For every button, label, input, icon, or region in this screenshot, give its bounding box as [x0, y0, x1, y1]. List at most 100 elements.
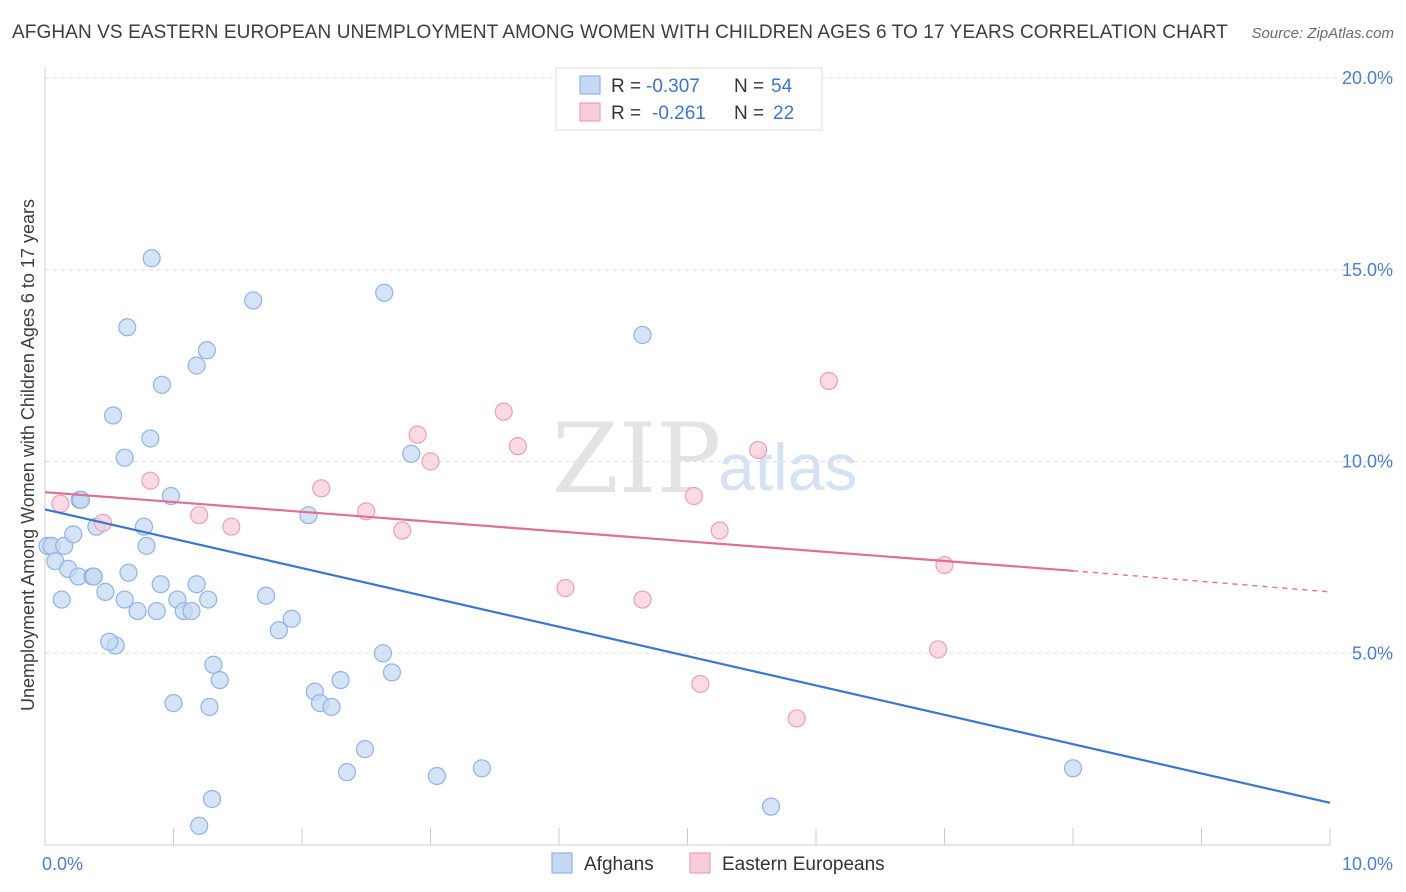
watermark: ZIP atlas	[552, 403, 857, 515]
afghan-point-30	[210, 670, 229, 690]
afghan-point-53	[355, 740, 375, 759]
afghan-point-11	[84, 567, 103, 586]
afghan-point-61	[761, 797, 781, 816]
afghan-point-59	[375, 283, 394, 302]
afghan-point-45	[331, 670, 350, 690]
x-tick-label-0: 0.0%	[42, 854, 83, 874]
trend-lines	[44, 491, 1331, 804]
afghan-point-38	[197, 341, 217, 360]
afghan-point-6	[64, 525, 83, 544]
eastern-european-point-7	[393, 521, 412, 540]
afghan-point-56	[299, 506, 318, 525]
afghan-point-33	[141, 429, 160, 448]
afghan-point-35	[142, 249, 161, 268]
afghan-point-36	[118, 318, 137, 337]
afghan-point-27	[187, 575, 206, 594]
eastern-european-point-17	[819, 371, 838, 391]
afghan-point-48	[164, 694, 183, 713]
legend-n-value-eastern-europeans: 22	[773, 103, 794, 124]
afghan-point-32	[104, 406, 123, 425]
afghan-point-60	[633, 325, 652, 345]
legend-n-label-eastern-europeans: N =	[734, 103, 764, 124]
y-tick-labels: 5.0% 10.0% 15.0% 20.0%	[1342, 68, 1393, 663]
correlation-legend: R = -0.307 N = 54 R = -0.261 N = 22	[555, 67, 823, 131]
afghan-point-26	[182, 601, 201, 621]
source-label: Source: ZipAtlas.com	[1251, 25, 1394, 42]
afghan-point-44	[322, 697, 341, 717]
afghan-point-22	[161, 486, 181, 506]
afghan-point-52	[337, 763, 357, 782]
bottom-legend-label-afghans: Afghans	[584, 854, 654, 875]
afghan-point-41	[282, 609, 301, 628]
afghan-point-46	[373, 644, 393, 663]
eastern-european-point-16	[749, 440, 768, 460]
legend-swatch-eastern-europeans	[579, 102, 601, 122]
afghan-point-49	[200, 697, 219, 717]
eastern-european-point-4	[222, 517, 241, 536]
eastern-europeans-trend-line	[44, 491, 1074, 572]
eastern-european-point-8	[408, 425, 427, 444]
eastern-european-point-20	[691, 674, 710, 694]
legend-r-value-eastern-europeans: -0.261	[652, 103, 706, 124]
x-tick-label-1: 10.0%	[1342, 854, 1393, 874]
afghan-point-14	[115, 590, 134, 609]
afghan-point-62	[1063, 759, 1083, 778]
afghans-trend-line	[44, 508, 1331, 804]
bottom-legend-swatch-eastern-europeans	[689, 852, 711, 874]
y-tick-label-3: 20.0%	[1342, 68, 1393, 88]
eastern-european-point-3	[190, 506, 209, 525]
eastern-europeans-trend-extension	[1072, 570, 1331, 593]
legend-swatch-afghans	[579, 75, 601, 95]
series-legend: Afghans Eastern Europeans	[551, 852, 885, 875]
afghan-point-31	[115, 448, 134, 467]
afghan-point-57	[402, 444, 421, 463]
afghan-point-37	[187, 356, 206, 375]
eastern-european-point-0	[51, 494, 70, 513]
eastern-european-point-5	[312, 479, 331, 498]
eastern-european-point-18	[935, 555, 954, 575]
afghan-point-47	[382, 663, 402, 682]
y-axis-label: Unemployment Among Women with Children A…	[18, 199, 38, 711]
afghan-point-51	[190, 816, 209, 835]
legend-r-label-afghans: R =	[611, 76, 641, 97]
x-tick-labels: 0.0% 10.0%	[42, 854, 1393, 874]
afghan-point-58	[244, 291, 263, 310]
y-tick-label-2: 15.0%	[1342, 260, 1393, 280]
y-tick-label-0: 5.0%	[1352, 643, 1393, 663]
eastern-european-point-15	[710, 521, 729, 540]
eastern-european-point-10	[508, 437, 527, 456]
afghan-point-28	[199, 590, 218, 609]
afghan-point-54	[427, 766, 447, 786]
eastern-european-point-11	[494, 402, 513, 421]
afghan-point-29	[204, 655, 223, 674]
legend-n-label-afghans: N =	[734, 76, 764, 97]
grid-lines	[45, 77, 1394, 654]
axes	[44, 68, 1331, 846]
afghan-point-24	[147, 601, 166, 621]
eastern-european-point-9	[421, 452, 440, 471]
eastern-european-point-12	[556, 578, 575, 598]
afghan-point-50	[202, 789, 222, 809]
legend-r-label-eastern-europeans: R =	[611, 103, 641, 124]
afghan-point-19	[137, 536, 156, 555]
afghans-points	[38, 249, 1083, 835]
bottom-legend-label-eastern-europeans: Eastern Europeans	[722, 854, 885, 875]
afghan-point-55	[472, 759, 491, 778]
afghan-point-20	[128, 601, 147, 621]
afghan-point-21	[151, 575, 170, 594]
eastern-european-point-14	[684, 486, 704, 506]
chart-title: AFGHAN VS EASTERN EUROPEAN UNEMPLOYMENT …	[12, 22, 1228, 43]
legend-r-value-afghans: -0.307	[646, 76, 700, 97]
afghan-point-34	[152, 375, 172, 394]
afghan-point-39	[256, 586, 276, 605]
afghan-point-17	[100, 632, 119, 651]
afghan-point-9	[52, 590, 71, 609]
afghan-point-15	[119, 563, 138, 582]
eastern-european-point-13	[633, 590, 652, 609]
y-tick-label-1: 10.0%	[1342, 452, 1393, 472]
bottom-legend-swatch-afghans	[551, 852, 573, 874]
legend-n-value-afghans: 54	[771, 76, 793, 97]
eastern-european-point-21	[787, 709, 806, 728]
watermark-atlas-text: atlas	[718, 430, 857, 504]
